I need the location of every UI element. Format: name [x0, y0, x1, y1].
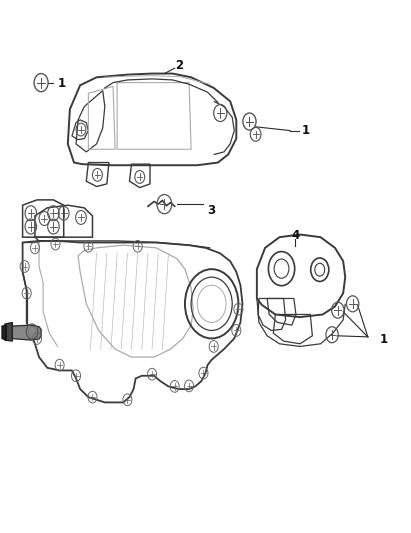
- Text: 4: 4: [291, 229, 299, 242]
- Polygon shape: [2, 325, 6, 340]
- Polygon shape: [5, 322, 12, 341]
- Text: 3: 3: [208, 204, 216, 216]
- Polygon shape: [10, 325, 41, 340]
- Text: 1: 1: [380, 333, 388, 346]
- Text: 1: 1: [302, 124, 310, 136]
- Text: 1: 1: [58, 77, 66, 90]
- Text: 2: 2: [175, 59, 183, 72]
